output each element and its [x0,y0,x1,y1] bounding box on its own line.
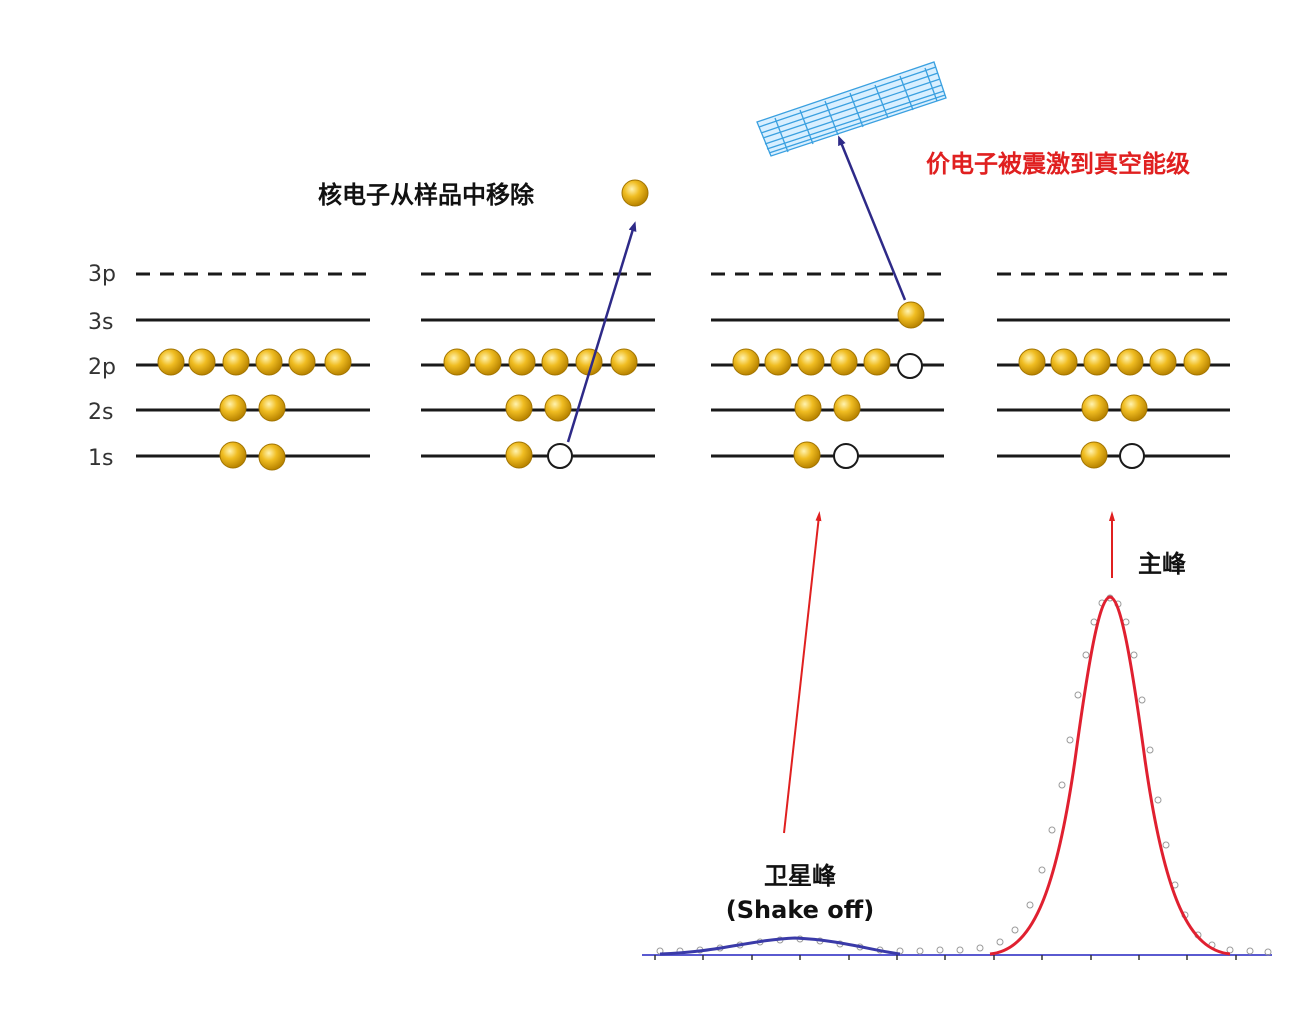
electron [1083,348,1111,376]
satellite-peak-arrow [783,511,822,834]
electron [1120,394,1148,422]
electron [544,394,572,422]
electron [443,348,471,376]
xps-spectrum [642,594,1272,960]
satellite-peak-fit [659,936,901,956]
electron [1018,348,1046,376]
level-label-3p: 3p [88,262,116,287]
electron [863,348,891,376]
main-peak-fit [989,595,1231,956]
electron [1149,348,1177,376]
electron [794,394,822,422]
transition-arrows [566,135,907,443]
electron [830,348,858,376]
electron [505,441,533,469]
panel-4-electrons [1018,348,1211,469]
electron [258,443,286,471]
electron [157,348,185,376]
electron [474,348,502,376]
electron [541,348,569,376]
core-hole-1s [547,443,573,469]
main-peak-label: 主峰 [1138,550,1186,578]
level-label-3s: 3s [88,310,113,335]
panel-1-electrons [157,348,352,471]
electron [1080,441,1108,469]
core-removed-caption: 核电子从样品中移除 [318,181,535,209]
shake-off-label: (Shake off) [726,896,874,924]
electron [505,394,533,422]
panel-2-electrons [443,179,649,469]
electron [764,348,792,376]
electron [188,348,216,376]
level-labels: 3p 3s 2p 2s 1s [88,262,116,471]
holes [547,353,1145,469]
valence-excited-caption: 价电子被震激到真空能级 [926,150,1190,178]
electron [793,441,821,469]
electron [219,441,247,469]
electron [288,348,316,376]
electron [732,348,760,376]
electron [797,348,825,376]
captions: 核电子从样品中移除 价电子被震激到真空能级 主峰 卫星峰 (Shake off) [318,150,1190,924]
electron [508,348,536,376]
electron [833,394,861,422]
excited-3s-electron [897,301,925,329]
peak-arrows [783,511,1115,834]
electron [258,394,286,422]
electron [324,348,352,376]
vacuum-level-band [756,61,947,157]
satellite-peak-label: 卫星峰 [764,862,836,890]
electron [1050,348,1078,376]
electron [610,348,638,376]
spectrum-ticks [654,955,1237,960]
level-label-2s: 2s [88,400,113,425]
valence-hole-2p [897,353,923,379]
electron [1116,348,1144,376]
panel-3-electrons [732,107,925,469]
emitted-core-electron [621,179,649,207]
level-label-2p: 2p [88,355,116,380]
core-photoemission-arrow [566,221,637,443]
electron [222,348,250,376]
electron [219,394,247,422]
shake-off-arrow [838,135,907,301]
core-hole-1s [1119,443,1145,469]
level-label-1s: 1s [88,446,113,471]
electron [1183,348,1211,376]
electron [255,348,283,376]
electron [1081,394,1109,422]
core-hole-1s [833,443,859,469]
